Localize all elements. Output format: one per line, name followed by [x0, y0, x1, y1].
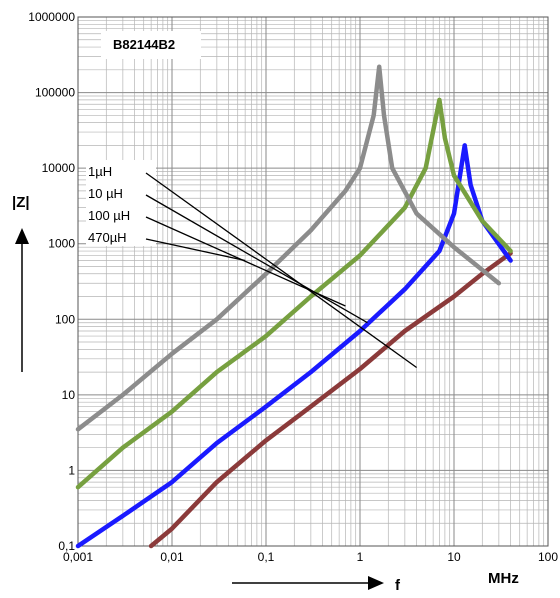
legend-box — [86, 160, 156, 246]
x-tick-label: 0,1 — [258, 550, 275, 564]
legend-leader-line — [145, 216, 346, 307]
y-tick-label: 10000 — [42, 161, 76, 175]
legend: 1µH 10 µH 100 µH 470µH — [88, 164, 417, 369]
y-tick-label: 100 — [55, 312, 75, 326]
x-tick-label: 100 — [538, 550, 558, 564]
series-layer — [75, 64, 513, 549]
y-tick-label: 1 — [68, 463, 75, 477]
y-tick-label: 1000000 — [28, 10, 75, 24]
legend-label: 100 µH — [88, 208, 130, 223]
y-tick-label: 0,1 — [58, 539, 75, 553]
legend-label: 1µH — [88, 164, 112, 179]
x-tick-label: 1 — [357, 550, 364, 564]
legend-label: 10 µH — [88, 186, 123, 201]
series-line — [75, 143, 513, 549]
minor-grid — [78, 17, 548, 546]
legend-leader-line — [145, 194, 368, 324]
x-tick-label: 0,01 — [160, 550, 184, 564]
y-axis-label: |Z| — [12, 194, 30, 211]
part-number-box — [101, 31, 201, 59]
series-line — [148, 250, 513, 549]
y-tick-label: 10 — [62, 388, 76, 402]
x-tick-label: 0,001 — [63, 550, 93, 564]
legend-label: 470µH — [88, 230, 127, 245]
plot-frame — [77, 16, 549, 547]
legend-leader-line — [145, 238, 246, 262]
x-tick-label: 10 — [447, 550, 461, 564]
series-line — [75, 64, 502, 432]
part-number: B82144B2 — [113, 37, 175, 52]
y-tick-label: 100000 — [35, 86, 75, 100]
legend-leader-line — [145, 172, 417, 369]
series-line — [75, 97, 513, 490]
tick-labels: 0,001 0,01 0,1 1 10 100 0,1 1 10 100 1000 10000 1000… — [28, 10, 558, 564]
y-axis-arrow-head — [15, 228, 29, 244]
x-axis-arrow-head — [368, 576, 384, 590]
x-axis-label: f — [395, 577, 401, 594]
x-axis-unit: MHz — [488, 570, 519, 587]
y-tick-label: 1000 — [48, 237, 75, 251]
